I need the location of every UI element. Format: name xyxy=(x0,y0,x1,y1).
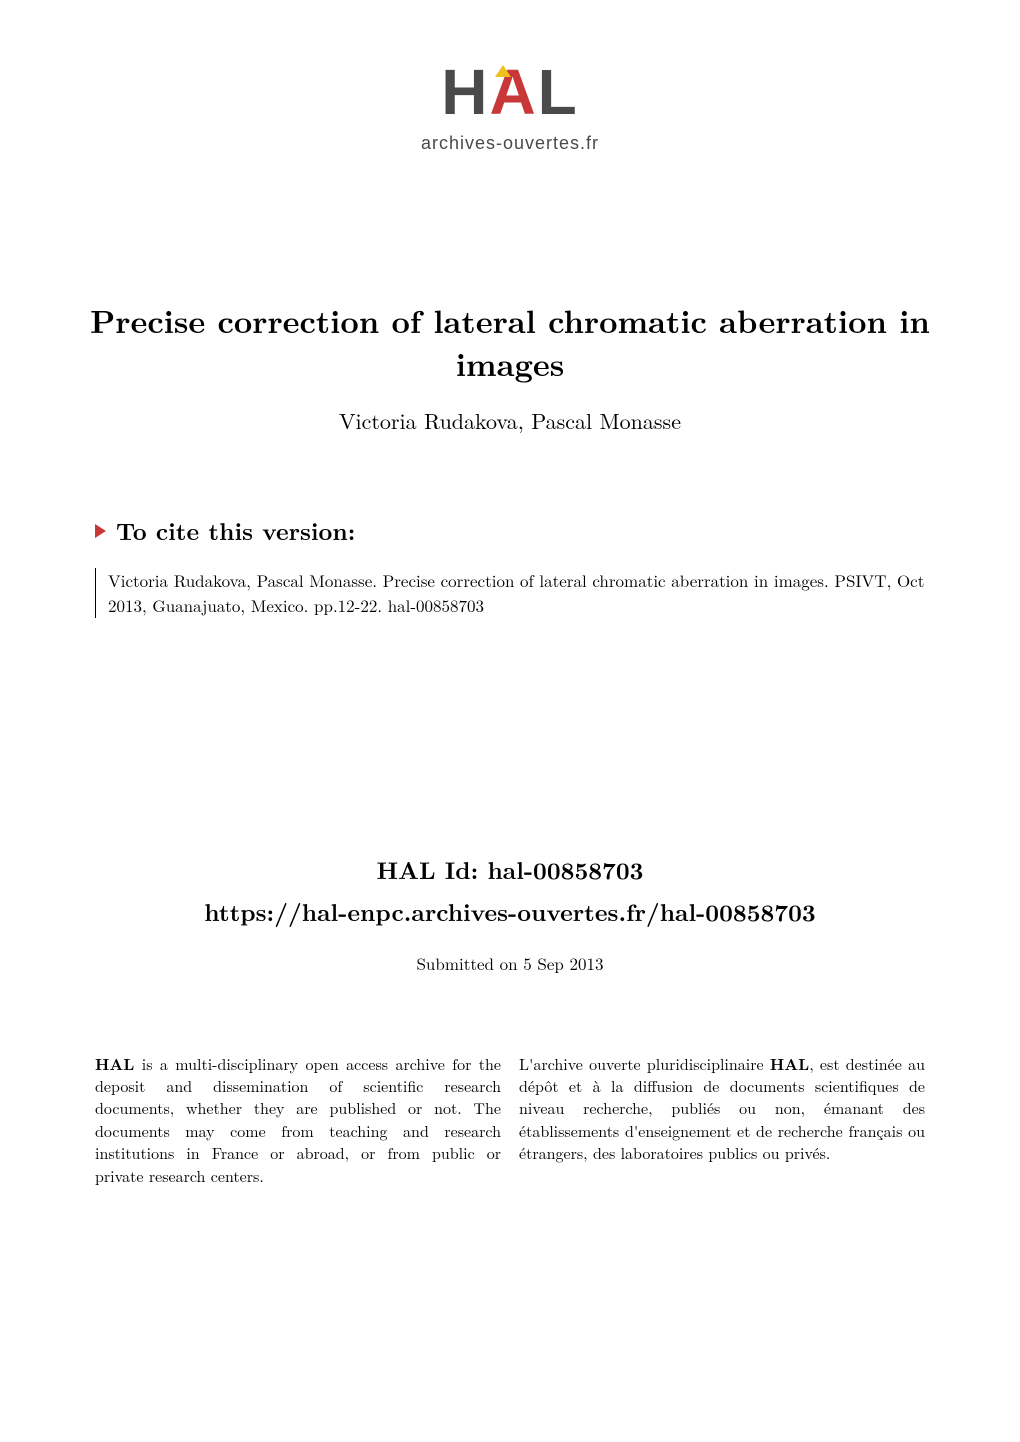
logo-container: H A L archives-ouvertes.fr xyxy=(0,0,1020,154)
hal-id-label: HAL Id: hal-00858703 xyxy=(0,853,1020,887)
cite-body: Victoria Rudakova, Pascal Monasse. Preci… xyxy=(95,568,925,617)
cite-heading: To cite this version: xyxy=(116,514,355,548)
logo-letters: H A L xyxy=(441,55,579,129)
left-column: HAL is a multi-disciplinary open access … xyxy=(95,1053,501,1187)
hal-url: https://hal-enpc.archives-ouvertes.fr/ha… xyxy=(0,895,1020,929)
left-column-bold: HAL xyxy=(95,1052,134,1075)
hal-logo: H A L archives-ouvertes.fr xyxy=(421,55,599,154)
right-column-prefix: L'archive ouverte pluridisciplinaire xyxy=(519,1052,770,1075)
logo-letter-h: H xyxy=(441,55,489,129)
logo-letter-a: A xyxy=(489,55,537,129)
logo-letter-l: L xyxy=(538,55,579,129)
submitted-date: Submitted on 5 Sep 2013 xyxy=(0,951,1020,975)
paper-title: Precise correction of lateral chromatic … xyxy=(80,299,940,385)
cite-section: To cite this version: Victoria Rudakova,… xyxy=(0,514,1020,617)
logo-subtitle: archives-ouvertes.fr xyxy=(421,133,599,154)
hal-id-section: HAL Id: hal-00858703 https://hal-enpc.ar… xyxy=(0,853,1020,975)
play-arrow-icon xyxy=(95,524,106,538)
cite-header: To cite this version: xyxy=(95,514,925,548)
description-columns: HAL is a multi-disciplinary open access … xyxy=(0,1053,1020,1187)
right-column: L'archive ouverte pluridisciplinaire HAL… xyxy=(519,1053,925,1187)
right-column-bold: HAL xyxy=(770,1052,809,1075)
title-section: Precise correction of lateral chromatic … xyxy=(0,299,1020,436)
left-column-text: is a multi-disciplinary open access arch… xyxy=(95,1052,501,1187)
paper-authors: Victoria Rudakova, Pascal Monasse xyxy=(80,405,940,436)
